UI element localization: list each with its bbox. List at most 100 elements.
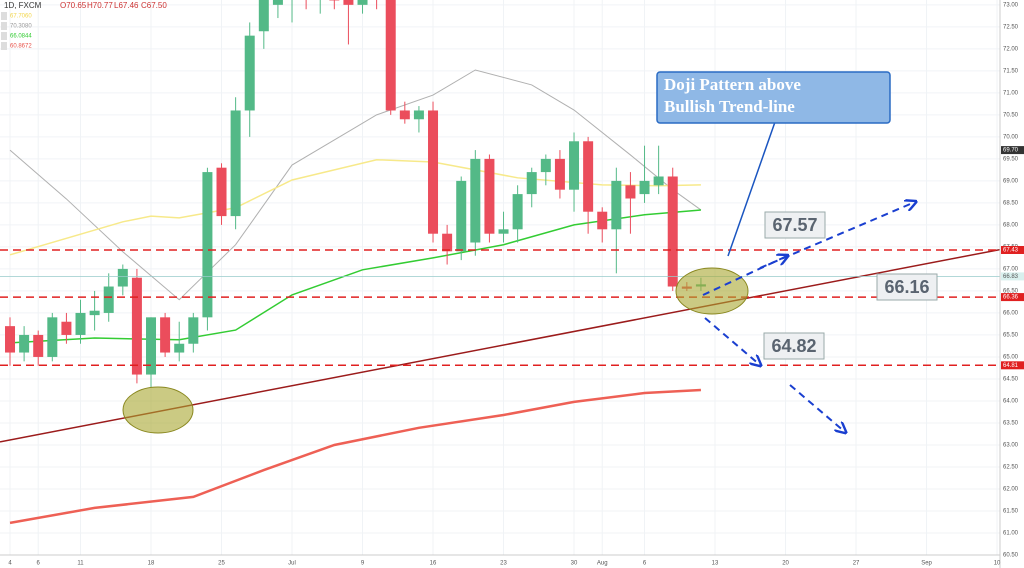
legend-swatch [1, 22, 7, 30]
candle-body [61, 321, 72, 335]
candle-body [33, 334, 44, 357]
callout-box [656, 71, 891, 124]
legend-label: 70.3080 [10, 24, 32, 30]
x-tick-label: 23 [500, 561, 507, 567]
price-label: 66.36 [1003, 295, 1019, 301]
y-tick-label: 66.50 [1003, 289, 1019, 295]
x-tick-label: 4 [8, 561, 12, 567]
candle-body [639, 180, 650, 195]
y-tick-label: 69.00 [1003, 178, 1019, 184]
arrow [759, 202, 915, 269]
candle-body [258, 0, 269, 32]
candle-body [653, 176, 664, 186]
candle-body [146, 317, 157, 375]
price-label: 66.83 [1003, 274, 1019, 280]
x-tick-label: Jul [288, 561, 296, 567]
candle-body [244, 35, 255, 111]
legend-swatch [1, 32, 7, 40]
candle-body [413, 110, 424, 120]
x-tick-label: 11 [77, 561, 84, 567]
y-tick-label: 61.00 [1003, 531, 1019, 537]
candle-body [583, 141, 594, 212]
annotation-box [876, 273, 938, 301]
x-tick-label: 25 [218, 561, 225, 567]
x-tick-label: 20 [782, 561, 789, 567]
y-tick-label: 72.00 [1003, 46, 1019, 52]
y-tick-label: 70.00 [1003, 134, 1019, 140]
y-tick-label: 68.00 [1003, 222, 1019, 228]
candle-body [554, 158, 565, 190]
candle-body [343, 0, 354, 5]
candle-body [625, 185, 636, 199]
ohlc-value: H70.77 [87, 1, 113, 10]
legend-label: 60.8672 [10, 44, 32, 50]
price-label: 69.70 [1003, 148, 1019, 154]
legend-label: 67.7060 [10, 14, 32, 20]
arrows [702, 202, 915, 432]
callout-pointer [727, 121, 776, 257]
candle-body [428, 110, 439, 234]
symbol: 1D, FXCM [4, 1, 42, 10]
candle-body [19, 334, 30, 353]
candle-body [160, 317, 171, 353]
candle-body [131, 277, 142, 375]
x-tick-label: 6 [643, 561, 647, 567]
y-tick-label: 61.50 [1003, 509, 1019, 515]
x-tick-label: 16 [430, 561, 437, 567]
y-tick-label: 63.50 [1003, 421, 1019, 427]
y-tick-label: 67.00 [1003, 266, 1019, 272]
y-tick-label: 64.50 [1003, 377, 1019, 383]
candle-body [103, 286, 114, 313]
candle-body [470, 158, 481, 243]
x-tick-label: 9 [361, 561, 365, 567]
x-tick-label: 30 [571, 561, 578, 567]
candle-body [540, 158, 551, 173]
y-tick-label: 60.50 [1003, 553, 1019, 559]
candle-body [484, 158, 495, 234]
x-tick-label: 27 [853, 561, 860, 567]
arrow [789, 384, 845, 432]
x-tick-label: Sep [921, 561, 932, 567]
y-tick-label: 71.50 [1003, 68, 1019, 74]
annotation-box [763, 332, 825, 360]
y-tick-label: 73.00 [1003, 2, 1019, 8]
y-tick-label: 70.50 [1003, 112, 1019, 118]
legend-swatch [1, 12, 7, 20]
x-tick-label: 10 [994, 561, 1001, 567]
candle-body [117, 268, 128, 287]
candle-body [667, 176, 678, 287]
x-tick-label: Aug [597, 561, 608, 567]
annotation: 64.82 [771, 336, 816, 356]
grid [0, 0, 1000, 556]
candle-body [75, 312, 86, 335]
highlight-ellipse [675, 267, 749, 315]
y-tick-label: 66.00 [1003, 311, 1019, 317]
candle-body [202, 172, 213, 318]
axes: 60.50 61.00 61.50 62.00 62.50 63.00 63.50 64.00… [8, 2, 1024, 567]
y-tick-label: 65.00 [1003, 355, 1019, 361]
candle-body [272, 0, 283, 5]
x-tick-label: 18 [148, 561, 155, 567]
candle-body [526, 172, 537, 195]
candle-body [47, 317, 58, 357]
candle-body [399, 110, 410, 120]
candle-body [611, 180, 622, 230]
ohlc-value: L67.46 [114, 1, 139, 10]
candle-body [89, 310, 100, 316]
candle-body [512, 194, 523, 230]
x-tick-label: 6 [37, 561, 41, 567]
y-tick-label: 69.50 [1003, 156, 1019, 162]
price-label-box [1001, 293, 1024, 302]
candle-body [357, 0, 368, 5]
annotation: 66.16 [884, 277, 929, 297]
annotation: 67.57 [772, 215, 817, 235]
moving-average [9, 388, 701, 525]
y-tick-label: 64.00 [1003, 399, 1019, 405]
y-tick-label: 71.00 [1003, 90, 1019, 96]
candle-body [442, 233, 453, 252]
candle-body [569, 141, 580, 190]
candle-body [385, 0, 396, 111]
y-tick-label: 63.00 [1003, 443, 1019, 449]
callout-text: Doji Pattern above [664, 75, 801, 94]
price-label-box [1001, 146, 1024, 155]
